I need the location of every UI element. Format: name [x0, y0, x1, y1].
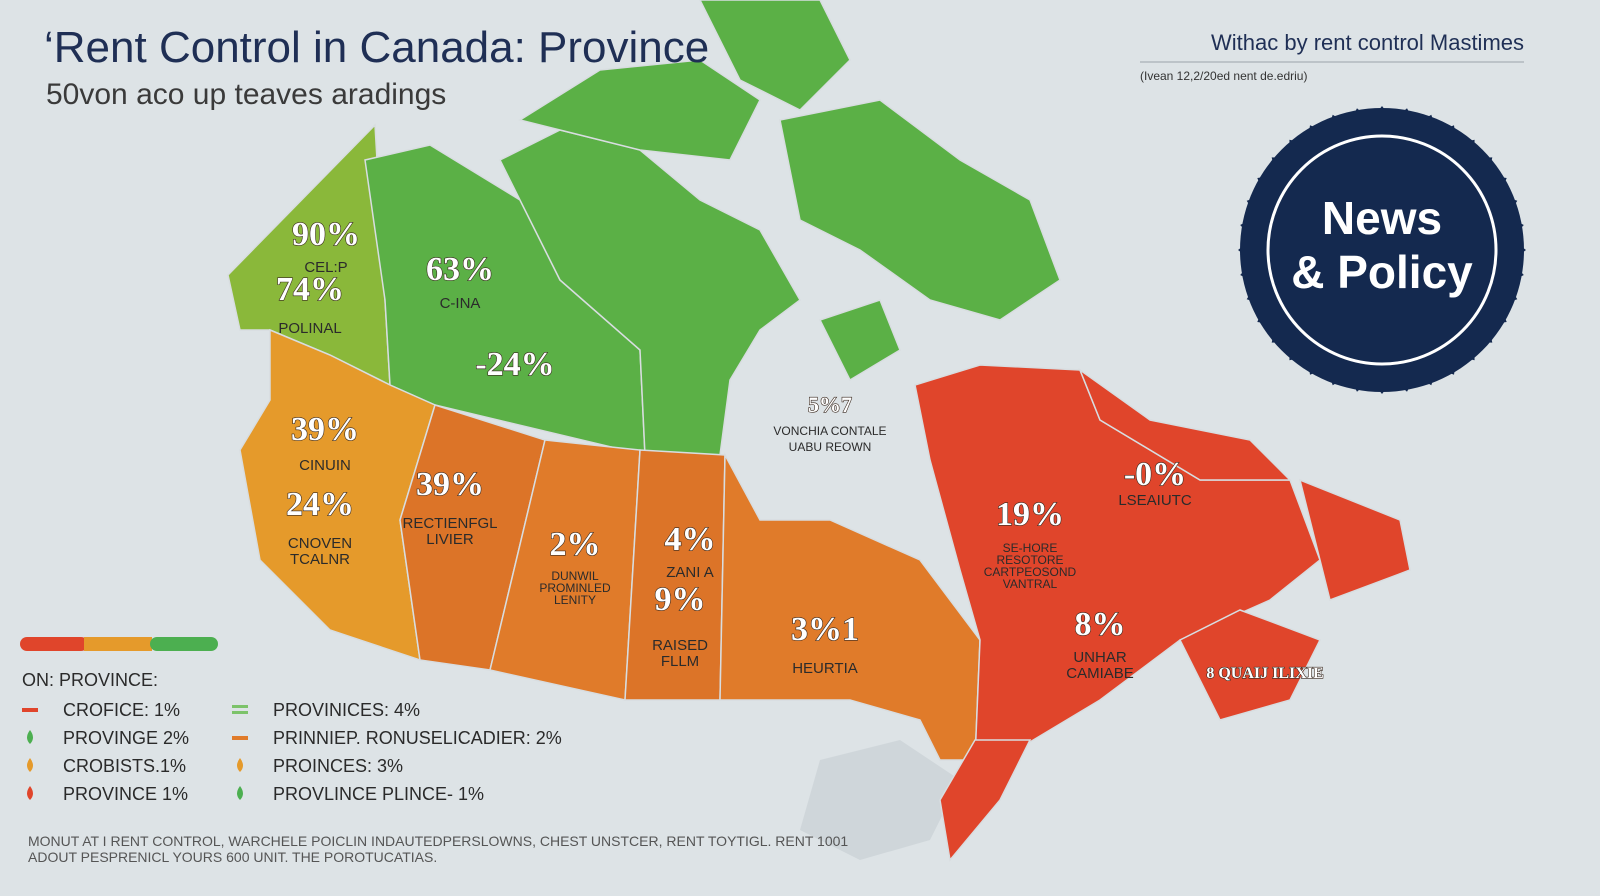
region-label: HEURTIA	[792, 660, 858, 677]
region-label: RAISED	[652, 637, 708, 654]
region-label: DUNWIL	[551, 569, 599, 583]
region-label: ZANI A	[666, 564, 714, 581]
legend: CROFICE: 1% PROVINGE 2% CROBISTS.1% PROVINC…	[22, 700, 562, 804]
legend-marker	[237, 758, 243, 772]
region-value: -0%	[1124, 456, 1186, 493]
legend-label: CROFICE: 1%	[63, 700, 180, 720]
legend-marker	[27, 758, 33, 772]
region-value: 39%	[416, 466, 484, 503]
region-label: CEL:P	[304, 259, 347, 276]
region-labels: 90% CEL:P74% POLINAL 63% C-INA -24% 5%7 VONCHIA…	[275, 215, 1324, 682]
badge-text: News	[1322, 192, 1442, 244]
color-bar-segment	[20, 637, 88, 651]
region-label: LIVIER	[426, 531, 474, 548]
region-value: 8 QUAIJ ILIXIE	[1206, 665, 1323, 682]
source-title: Withac by rent control Mastimes	[1211, 30, 1524, 55]
legend-label: PROVLINCE PLINCE- 1%	[273, 784, 484, 804]
region-label: FLLM	[661, 653, 699, 670]
region-value: 39%	[291, 411, 359, 448]
legend-marker	[232, 711, 248, 714]
legend-marker	[232, 705, 248, 708]
legend-marker	[237, 786, 243, 800]
region-label: POLINAL	[278, 320, 341, 337]
region-label: CNOVEN	[288, 535, 352, 552]
region-label: UABU REOWN	[789, 440, 872, 454]
legend-marker	[27, 730, 33, 744]
title: ‘Rent Control in Canada: Province	[44, 23, 709, 72]
region-label: PROMINLED	[539, 581, 611, 595]
region-label: SE-HORE	[1003, 541, 1058, 555]
legend-label: PROVINICES: 4%	[273, 700, 420, 720]
badge-ring	[1266, 134, 1498, 366]
region-value: -24%	[475, 346, 554, 383]
region-label: UNHAR	[1073, 649, 1127, 666]
color-bar-segment	[150, 637, 218, 651]
map	[227, 0, 1411, 862]
badge-text: & Policy	[1291, 246, 1473, 298]
footer-text: MONUT AT I RENT CONTROL, WARCHELE POICLI…	[28, 833, 848, 849]
region-label: CINUIN	[299, 457, 351, 474]
source-note: (Ivean 12,2/20ed nent de.edriu)	[1140, 69, 1307, 83]
footer-text: ADOUT PESPRENICL YOURS 600 UNIT. THE POR…	[28, 849, 437, 865]
region-value: 90%	[292, 216, 360, 253]
legend-label: PROINCES: 3%	[273, 756, 403, 776]
legend-marker	[27, 786, 33, 800]
color-bar	[20, 637, 218, 651]
region-value: 4%	[665, 521, 716, 558]
region-value: 3%1	[791, 611, 859, 648]
region-value: 74%	[276, 271, 344, 308]
region-label: CAMIABE	[1066, 665, 1134, 682]
legend-label: PROVINCE 1%	[63, 784, 188, 804]
legend-marker	[232, 736, 248, 740]
region-value: 24%	[286, 486, 354, 523]
region-value: 63%	[426, 251, 494, 288]
region-label: LENITY	[554, 593, 596, 607]
region-label: TCALNR	[290, 551, 350, 568]
region-label: VANTRAL	[1003, 577, 1058, 591]
region-label: RESOTORE	[996, 553, 1063, 567]
region-value: 5%7	[808, 392, 852, 417]
badge: News & Policy	[1238, 106, 1526, 394]
region-label: LSEAIUTC	[1118, 492, 1192, 509]
region-label: CARTPEOSOND	[984, 565, 1077, 579]
color-bar-segment	[84, 637, 152, 651]
legend-marker	[22, 708, 38, 712]
subtitle: 50von aco up teaves aradings	[46, 78, 446, 111]
legend-label: PRINNIEP. RONUSELICADIER: 2%	[273, 728, 562, 748]
legend-label: CROBISTS.1%	[63, 756, 186, 776]
region-value: 2%	[550, 526, 601, 563]
legend-label: PROVINGE 2%	[63, 728, 189, 748]
region-label: RECTIENFGL	[402, 515, 497, 532]
region-value: 19%	[996, 496, 1064, 533]
region-value: 9%	[655, 581, 706, 618]
region-label: VONCHIA CONTALE	[773, 424, 886, 438]
region-label: C-INA	[440, 295, 481, 312]
region-value: 8%	[1075, 606, 1126, 643]
legend-heading: ON: PROVINCE:	[22, 670, 158, 690]
